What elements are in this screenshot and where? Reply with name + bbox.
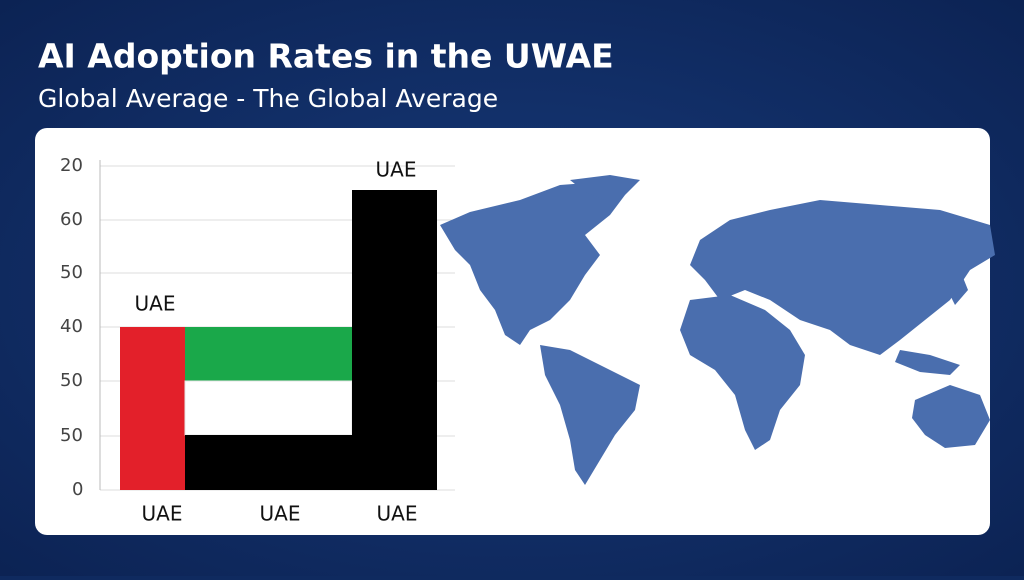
axis-label: 20 [60,155,83,176]
white-block [184,380,353,436]
category-label: UAE [377,502,418,526]
axis-label: 0 [72,479,83,500]
axis-label: 50 [60,370,83,391]
axis-label: 60 [60,209,83,230]
shape-label: UAE [135,292,176,316]
axis-label: 50 [60,425,83,446]
flag-shapes [120,190,437,490]
red-block [120,327,185,490]
eurasia [690,200,995,355]
greenland [570,175,640,200]
axis-label: 40 [60,316,83,337]
africa [680,295,805,450]
green-block [185,327,352,381]
indonesia [895,350,960,375]
category-label: UAE [142,502,183,526]
subtitle: Global Average - The Global Average [38,84,498,113]
north-america [440,182,625,345]
black-column [352,190,437,490]
australia [912,385,990,448]
axis-label: 50 [60,262,83,283]
title: AI Adoption Rates in the UWAE [38,37,614,76]
south-america [540,345,640,485]
axis-labels: 20 60 50 40 50 50 0 [60,155,83,500]
japan [945,270,968,305]
shape-label: UAE [376,158,417,182]
category-label: UAE [260,502,301,526]
world-map [440,175,995,485]
